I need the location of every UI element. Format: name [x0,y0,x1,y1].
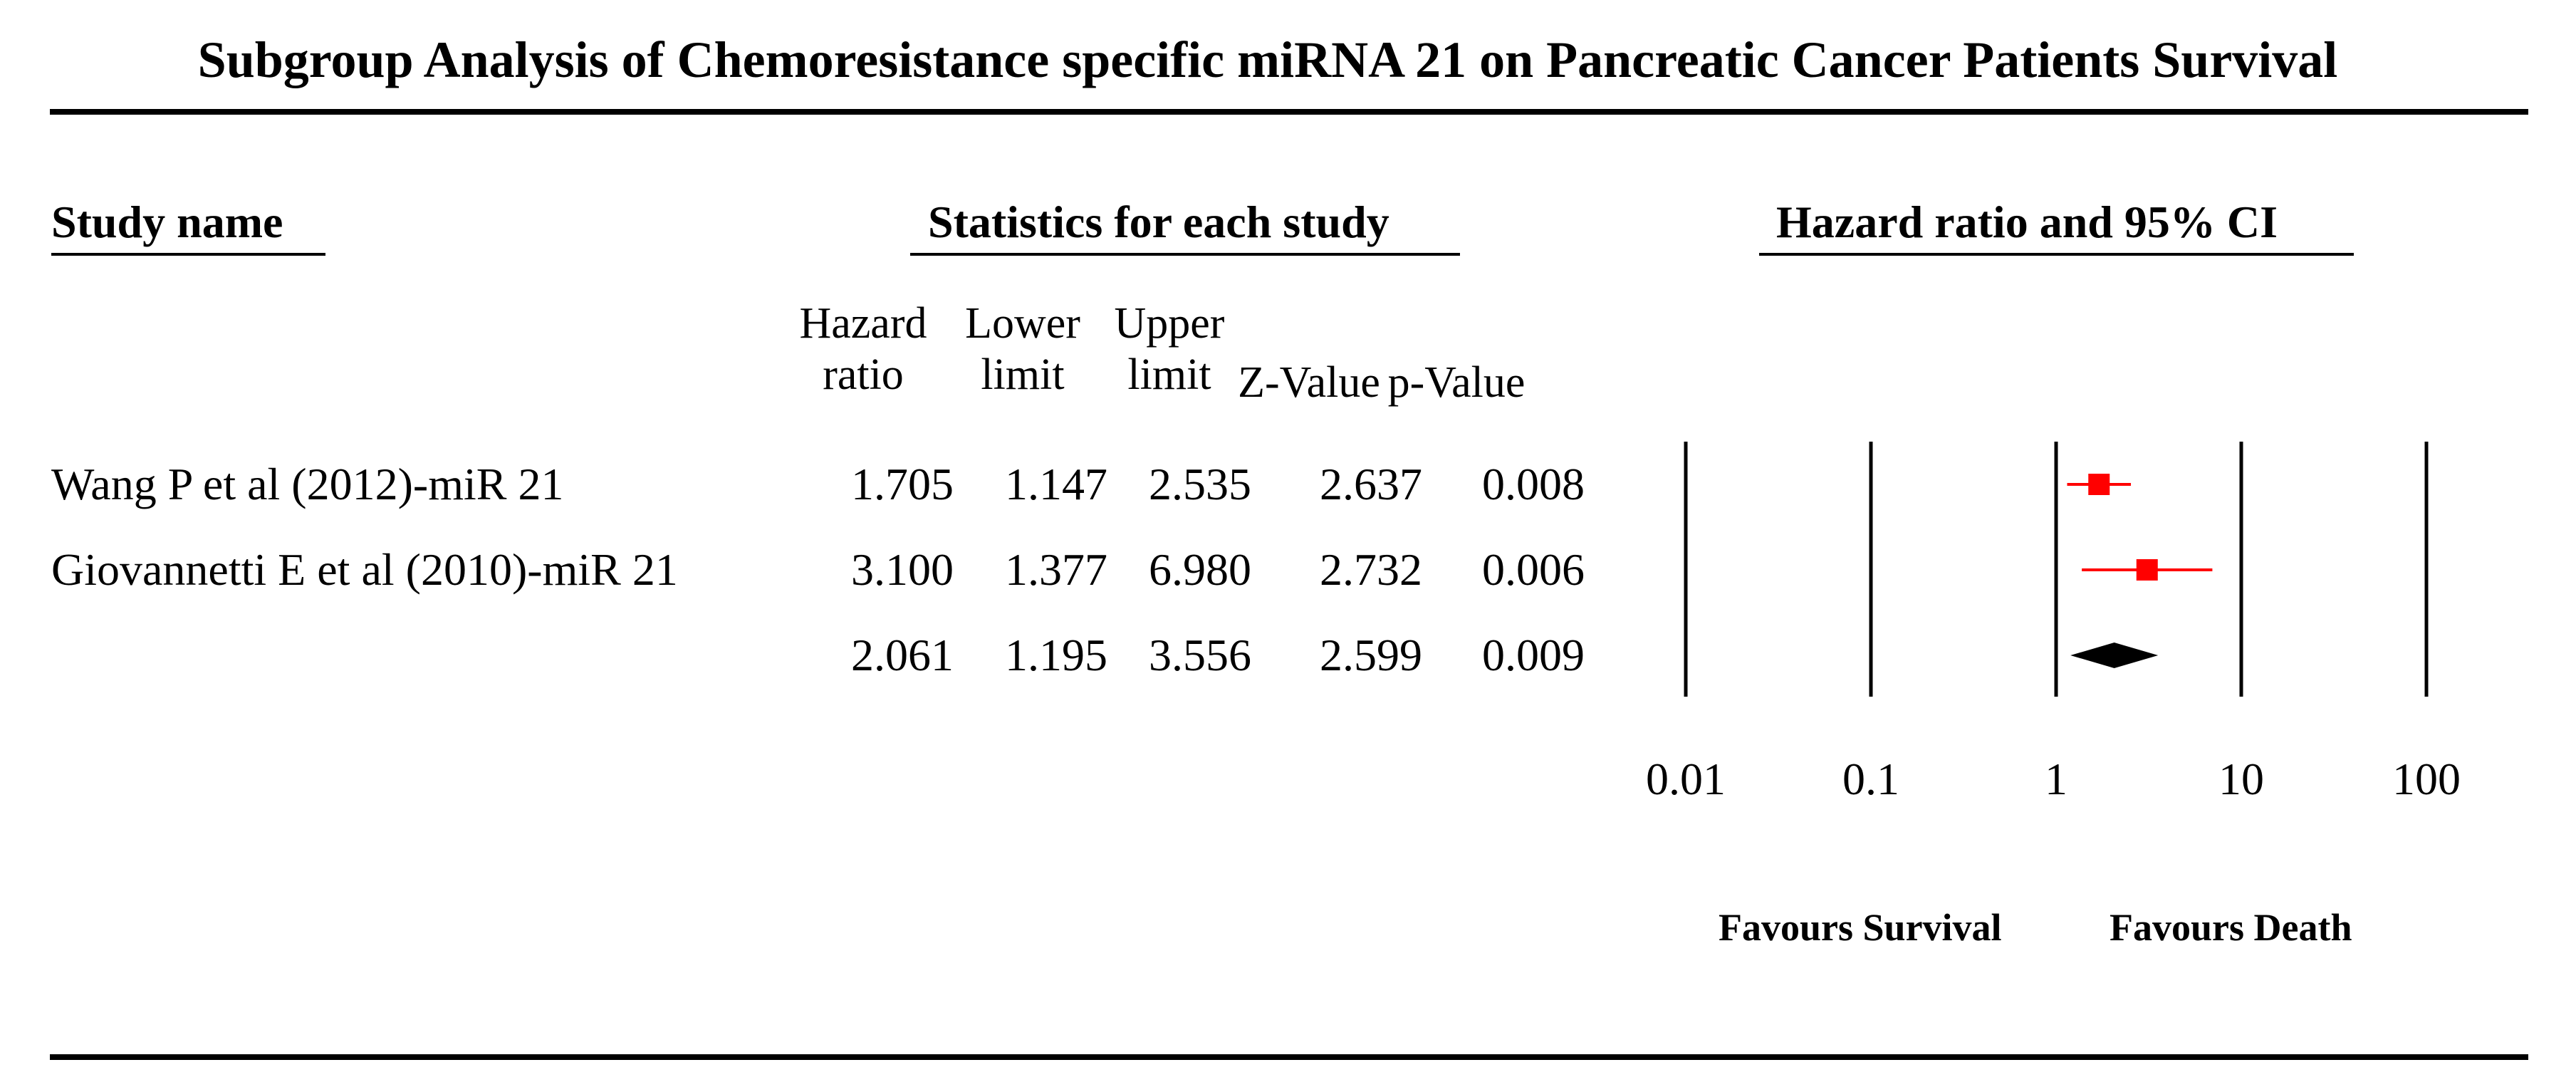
x-tick-label-3: 10 [2218,754,2264,804]
bottom-rule [50,1054,2528,1060]
cell-hr-summary: 2.061 [851,630,954,680]
cell-z-1: 2.637 [1320,459,1422,509]
cell-z-2: 2.732 [1320,544,1422,595]
cell-p-2: 0.006 [1482,544,1585,595]
col-header-p-value: p-Value [1387,358,1526,407]
cell-z-summary: 2.599 [1320,630,1422,680]
col-header-upper-limit: Upper limit [1084,301,1255,397]
col-header-hazard-ratio-line1: Hazard [799,299,927,348]
statistics-underline [910,253,1460,256]
cell-upper-2: 6.980 [1149,544,1251,595]
x-tick-label-4: 100 [2392,754,2461,804]
col-header-lower-limit-line2: limit [981,350,1065,399]
favours-survival-label: Favours Survival [1719,906,2002,949]
col-header-hazard-ratio: Hazard ratio [778,301,949,397]
cell-upper-1: 2.535 [1149,459,1251,509]
plot-header: Hazard ratio and 95% CI [1776,197,2278,247]
col-header-upper-limit-line2: limit [1127,350,1211,399]
col-header-hazard-ratio-line2: ratio [823,350,904,399]
study-marker-1 [2088,474,2110,495]
cell-upper-summary: 3.556 [1149,630,1251,680]
cell-p-summary: 0.009 [1482,630,1585,680]
col-header-z-value: Z-Value [1238,358,1380,407]
cell-hr-1: 1.705 [851,459,954,509]
plot-underline [1759,253,2354,256]
cell-lower-2: 1.377 [1005,544,1107,595]
favours-death-label: Favours Death [2110,906,2352,949]
cell-hr-2: 3.100 [851,544,954,595]
top-rule [50,109,2528,115]
x-tick-label-0: 0.01 [1646,754,1726,804]
summary-diamond [2070,643,2159,668]
study-label-1: Wang P et al (2012)-miR 21 [51,459,564,509]
study-marker-2 [2136,559,2158,581]
col-header-lower-limit: Lower limit [937,301,1108,397]
x-tick-label-2: 1 [2045,754,2067,804]
cell-p-1: 0.008 [1482,459,1585,509]
study-name-underline [51,253,325,256]
chart-title: Subgroup Analysis of Chemoresistance spe… [197,31,2338,88]
col-header-upper-limit-line1: Upper [1114,299,1225,348]
cell-lower-1: 1.147 [1005,459,1107,509]
study-name-header: Study name [51,197,283,247]
study-label-2: Giovannetti E et al (2010)-miR 21 [51,544,678,595]
cell-lower-summary: 1.195 [1005,630,1107,680]
x-tick-label-1: 0.1 [1842,754,1899,804]
statistics-header: Statistics for each study [928,197,1389,247]
col-header-lower-limit-line1: Lower [965,299,1080,348]
